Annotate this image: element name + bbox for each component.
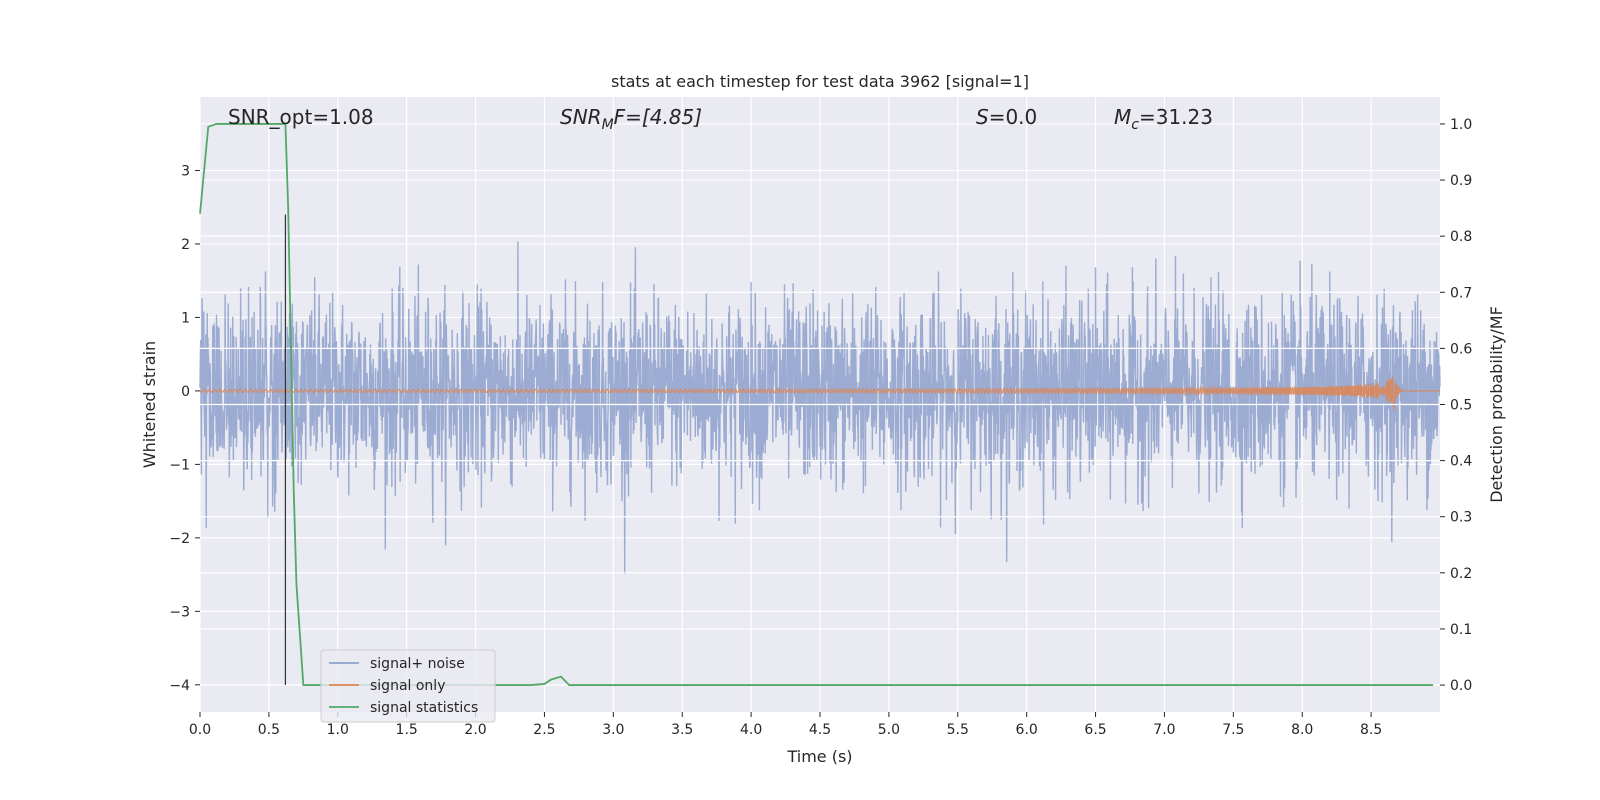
mc-base: M <box>1114 105 1131 129</box>
y-tick-label-right: 0.0 <box>1450 678 1472 694</box>
x-tick-label: 7.0 <box>1153 722 1175 738</box>
y-tick-label: −4 <box>169 678 190 694</box>
y-tick-label-right: 0.8 <box>1450 229 1472 245</box>
signal-noise-series <box>199 241 1441 575</box>
y-tick-label-right: 0.5 <box>1450 398 1472 414</box>
x-tick-label: 2.0 <box>464 722 486 738</box>
legend-entry: signal+ noise <box>370 656 465 672</box>
signal-only-series <box>199 376 1440 410</box>
snr-mf-base: SNR <box>560 105 602 129</box>
s-rest: =0.0 <box>989 105 1038 129</box>
x-tick-label: 6.0 <box>1016 722 1038 738</box>
y-axis-label: Whitened strain <box>140 341 159 468</box>
x-tick-label: 1.0 <box>327 722 349 738</box>
signal-noise-line <box>199 241 1441 575</box>
annotation-snr-opt: SNR_opt=1.08 <box>228 105 374 129</box>
x-tick-label: 5.0 <box>878 722 900 738</box>
x-tick-label: 7.5 <box>1222 722 1244 738</box>
x-tick-label: 0.5 <box>258 722 280 738</box>
y-tick-label-right: 1.0 <box>1450 117 1472 133</box>
y-tick-label-right: 0.1 <box>1450 622 1472 638</box>
annotation-mc: Mc=31.23 <box>1114 105 1213 133</box>
axis-ticks: 0.0 0.5 1.0 1.5 2.0 2.5 3.0 3.5 4.0 4.5 5.0 5.5 6.0 6… <box>169 117 1472 738</box>
y-tick-label-right: 0.9 <box>1450 173 1472 189</box>
y-tick-label: 3 <box>181 163 190 179</box>
x-tick-label: 8.5 <box>1360 722 1382 738</box>
y-tick-label: 0 <box>181 384 190 400</box>
mc-rest: =31.23 <box>1139 105 1213 129</box>
x-tick-label: 5.5 <box>947 722 969 738</box>
x-tick-label: 3.5 <box>671 722 693 738</box>
y-axis-label-right: Detection probability/MF <box>1487 306 1506 503</box>
legend-entry: signal statistics <box>370 700 478 716</box>
x-tick-label: 8.0 <box>1291 722 1313 738</box>
horizontal-white-lines <box>200 123 1440 686</box>
snr-mf-sub: M <box>602 117 614 133</box>
snr-mf-rest: F=[4.85] <box>614 105 702 129</box>
y-tick-label-right: 0.3 <box>1450 510 1472 526</box>
y-tick-label: −2 <box>169 531 190 547</box>
annotation-s: S=0.0 <box>976 105 1037 129</box>
chart-title: stats at each timestep for test data 396… <box>611 72 1029 91</box>
y-tick-label-right: 0.7 <box>1450 285 1472 301</box>
y-tick-label-right: 0.2 <box>1450 566 1472 582</box>
y-tick-label-right: 0.6 <box>1450 341 1472 357</box>
x-tick-label: 0.0 <box>189 722 211 738</box>
annotation-snr-mf: SNRMF=[4.85] <box>560 105 702 133</box>
y-tick-label: −3 <box>169 604 190 620</box>
y-tick-label-right: 0.4 <box>1450 454 1472 470</box>
x-axis-label: Time (s) <box>786 747 852 766</box>
legend: signal+ noise signal only signal statistic… <box>320 649 496 723</box>
x-tick-label: 6.5 <box>1084 722 1106 738</box>
y-tick-label: −1 <box>169 457 190 473</box>
y-tick-label: 2 <box>181 237 190 253</box>
legend-box <box>320 649 496 723</box>
signal-only-line <box>199 376 1440 410</box>
legend-entry: signal only <box>370 678 445 694</box>
x-tick-label: 1.5 <box>396 722 418 738</box>
x-tick-label: 4.0 <box>740 722 762 738</box>
y-tick-label: 1 <box>181 310 190 326</box>
x-tick-label: 3.0 <box>602 722 624 738</box>
mc-sub: c <box>1131 117 1139 133</box>
x-tick-label: 2.5 <box>533 722 555 738</box>
s-var: S <box>976 105 989 129</box>
x-tick-label: 4.5 <box>809 722 831 738</box>
